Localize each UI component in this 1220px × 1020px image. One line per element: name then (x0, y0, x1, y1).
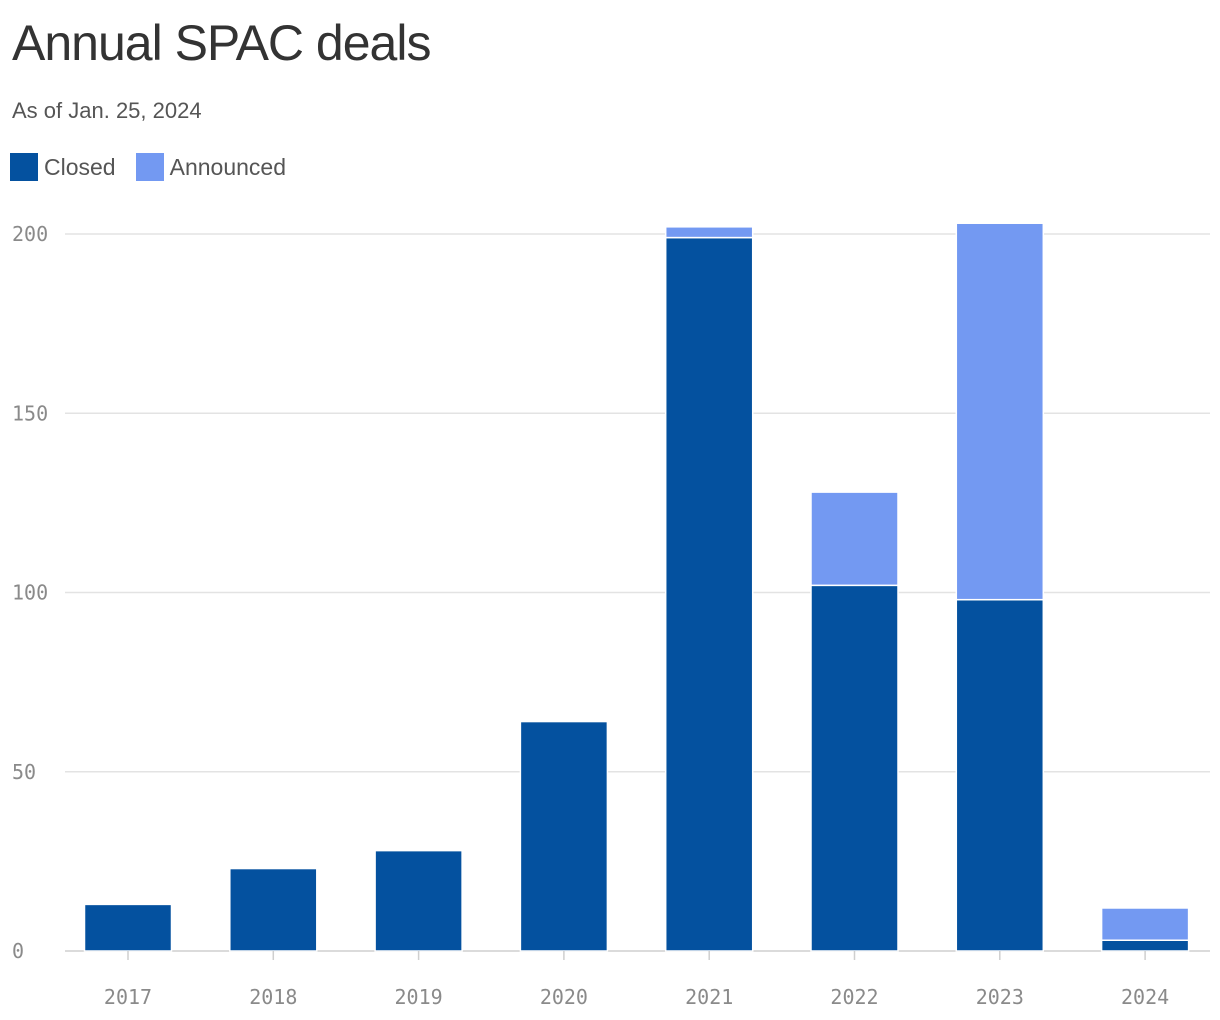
x-tick-label: 2017 (104, 985, 152, 1009)
bar-closed-2022 (810, 584, 899, 952)
legend-label-announced: Announced (169, 153, 286, 180)
x-tick-label: 2021 (685, 985, 733, 1009)
bar-closed-2024 (1100, 939, 1190, 952)
y-tick-label: 50 (12, 760, 36, 784)
y-tick-label: 100 (12, 581, 48, 605)
bar-closed-2023 (955, 598, 1045, 952)
legend-label-closed: Closed (44, 153, 116, 180)
chart-title: Annual SPAC deals (12, 15, 431, 71)
x-tick-label: 2020 (540, 985, 588, 1009)
bar-closed-2020 (519, 720, 609, 952)
x-tick-label: 2024 (1121, 985, 1169, 1009)
bar-announced-2021 (664, 226, 754, 239)
y-tick-label: 200 (12, 222, 48, 246)
legend-item-announced: Announced (135, 153, 286, 181)
x-tick-label: 2022 (830, 985, 878, 1009)
y-tick-label: 0 (12, 939, 24, 963)
legend-item-closed: Closed (10, 153, 116, 181)
bar-closed-2017 (83, 903, 173, 952)
legend-swatch-closed (10, 153, 38, 181)
bar-closed-2019 (374, 849, 463, 952)
bar-announced-2024 (1100, 907, 1190, 941)
bar-closed-2021 (664, 236, 754, 952)
legend-swatch-announced (135, 153, 164, 181)
y-tick-label: 150 (12, 401, 48, 425)
x-tick-label: 2023 (976, 985, 1024, 1009)
bar-closed-2018 (229, 867, 318, 952)
chart-subtitle: As of Jan. 25, 2024 (12, 98, 202, 123)
x-tick-label: 2018 (249, 985, 297, 1009)
x-tick-label: 2019 (395, 985, 443, 1009)
bar-announced-2023 (955, 222, 1045, 601)
legend: Closed Announced (10, 153, 306, 181)
bar-announced-2022 (810, 491, 899, 587)
